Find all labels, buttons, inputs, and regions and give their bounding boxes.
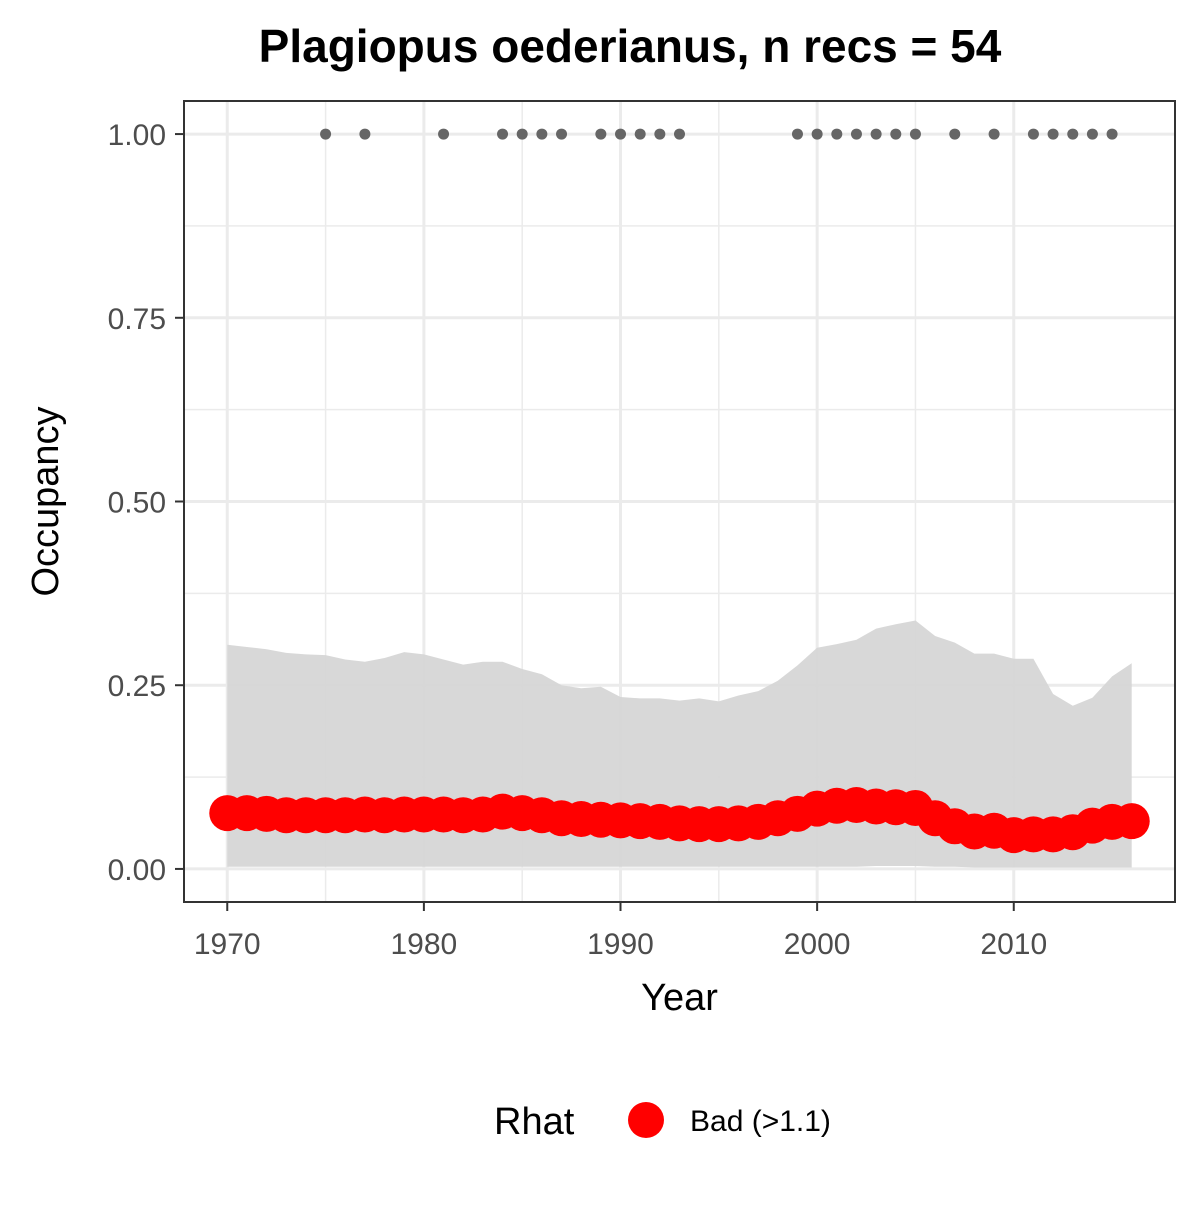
record-point	[359, 128, 371, 140]
record-point	[536, 128, 548, 140]
x-tick-label: 1980	[391, 928, 458, 961]
record-point	[1106, 128, 1118, 140]
record-point	[791, 128, 803, 140]
record-point	[516, 128, 528, 140]
x-tick-label: 1970	[194, 928, 261, 961]
record-point	[1027, 128, 1039, 140]
chart-title: Plagiopus oederianus, n recs = 54	[259, 20, 1002, 72]
legend-title: Rhat	[494, 1101, 575, 1143]
record-point	[1047, 128, 1059, 140]
x-tick-label: 2010	[980, 928, 1047, 961]
record-point	[595, 128, 607, 140]
record-point	[1086, 128, 1098, 140]
y-tick-label: 0.50	[108, 487, 166, 520]
record-point	[949, 128, 961, 140]
record-point	[438, 128, 450, 140]
y-axis-title: Occupancy	[25, 406, 67, 596]
x-axis-title: Year	[641, 977, 718, 1019]
legend-key-bad	[628, 1102, 664, 1138]
record-point	[320, 128, 332, 140]
record-point	[909, 128, 921, 140]
y-tick-label: 0.25	[108, 670, 166, 703]
record-point	[890, 128, 902, 140]
record-point	[556, 128, 568, 140]
record-point	[634, 128, 646, 140]
x-tick-label: 1990	[587, 928, 654, 961]
record-point	[811, 128, 823, 140]
mean-occupancy-points	[209, 786, 1150, 854]
record-point	[654, 128, 666, 140]
record-point	[850, 128, 862, 140]
record-point	[497, 128, 509, 140]
x-tick-label: 2000	[784, 928, 851, 961]
occupancy-point	[1113, 803, 1150, 840]
y-tick-label: 0.75	[108, 303, 166, 336]
y-axis: 0.00 0.25 0.50 0.75 1.00	[108, 119, 184, 887]
record-point	[870, 128, 882, 140]
legend-label-bad: Bad (>1.1)	[690, 1105, 831, 1138]
record-point	[1067, 128, 1079, 140]
record-point	[615, 128, 627, 140]
x-axis: 1970 1980 1990 2000 2010	[194, 902, 1047, 961]
record-points	[320, 128, 1118, 140]
legend: Rhat Bad (>1.1)	[494, 1101, 831, 1143]
record-point	[674, 128, 685, 140]
record-point	[988, 128, 1000, 140]
y-tick-label: 1.00	[108, 119, 166, 152]
record-point	[831, 128, 843, 140]
y-tick-label: 0.00	[108, 854, 166, 887]
